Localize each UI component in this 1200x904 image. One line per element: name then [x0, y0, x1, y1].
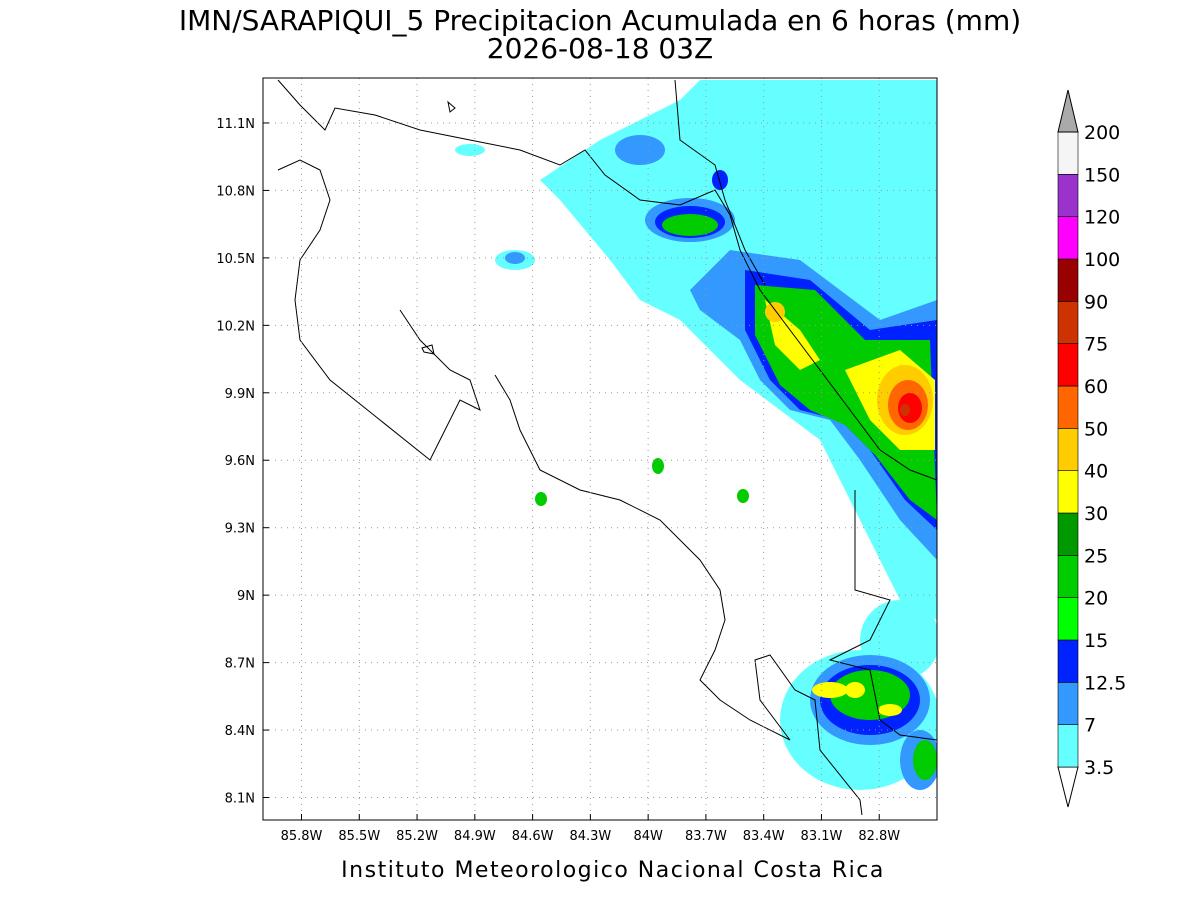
y-tick-label: 8.1N: [225, 792, 255, 807]
coastlines: [277, 79, 937, 816]
colorbar-box: [1057, 301, 1079, 344]
y-tick-label: 9.9N: [225, 387, 255, 402]
colorbar-box: [1057, 258, 1079, 302]
x-tick-label: 85.8W: [281, 829, 323, 844]
colorbar-box: [1057, 174, 1079, 217]
colorbar-box: [1057, 555, 1079, 598]
precipitation-field: [455, 80, 937, 790]
colorbar-label: 20: [1084, 588, 1108, 610]
colorbar-box: [1057, 343, 1079, 387]
y-tick-label: 9.3N: [225, 522, 255, 537]
colorbar-label: 25: [1084, 545, 1108, 567]
colorbar-triangle: [1057, 89, 1079, 133]
x-tick-label: 83.7W: [685, 829, 727, 844]
colorbar-box: [1057, 682, 1079, 725]
colorbar-label: 60: [1084, 376, 1108, 398]
x-tick-label: 85.5W: [338, 829, 380, 844]
colorbar-box: [1057, 131, 1079, 175]
colorbar-label: 15: [1084, 630, 1108, 652]
y-tick-label: 10.8N: [216, 184, 255, 199]
x-tick-label: 83.1W: [801, 829, 843, 844]
x-tick-label: 84.9W: [454, 829, 496, 844]
colorbar-label: 150: [1084, 164, 1120, 186]
colorbar-label: 3.5: [1084, 757, 1114, 779]
y-tick-label: 10.2N: [216, 319, 255, 334]
colorbar-box: [1057, 639, 1079, 683]
colorbar-box: [1057, 470, 1079, 514]
colorbar-box: [1057, 216, 1079, 260]
footer: Instituto Meteorologico Nacional Costa R…: [341, 858, 885, 883]
colorbar-label: 100: [1084, 249, 1120, 271]
colorbar-box: [1057, 597, 1079, 641]
colorbar-label: 75: [1084, 334, 1108, 356]
map-title: IMN/SARAPIQUI_5 Precipitacion Acumulada …: [179, 4, 1021, 37]
colorbar-box: [1057, 428, 1079, 471]
colorbar-label: 7: [1084, 715, 1096, 737]
map-subtitle: 2026-08-18 03Z: [487, 32, 713, 65]
colorbar-label: 30: [1084, 503, 1108, 525]
x-tick-label: 85.2W: [396, 829, 438, 844]
map-frame: [262, 77, 938, 821]
colorbar-box: [1057, 724, 1079, 768]
colorbar-label: 40: [1084, 461, 1108, 483]
x-tick-label: 84.6W: [512, 829, 554, 844]
colorbar-label: 200: [1084, 122, 1120, 144]
colorbar-label: 120: [1084, 207, 1120, 229]
y-tick-label: 9.6N: [225, 454, 255, 469]
y-tick-label: 8.7N: [225, 657, 255, 672]
x-tick-label: 84.3W: [569, 829, 611, 844]
y-tick-label: 10.5N: [216, 252, 255, 267]
colorbar-triangle: [1057, 766, 1079, 808]
colorbar-box: [1057, 385, 1079, 429]
y-tick-label: 9N: [237, 589, 255, 604]
y-tick-label: 8.4N: [225, 724, 255, 739]
colorbar-box: [1057, 512, 1079, 556]
y-tick-label: 11.1N: [216, 117, 255, 132]
colorbar-label: 90: [1084, 291, 1108, 313]
colorbar-label: 50: [1084, 418, 1108, 440]
x-tick-label: 84W: [633, 829, 663, 844]
x-tick-label: 83.4W: [743, 829, 785, 844]
x-tick-label: 82.8W: [858, 829, 900, 844]
colorbar-label: 12.5: [1084, 672, 1126, 694]
